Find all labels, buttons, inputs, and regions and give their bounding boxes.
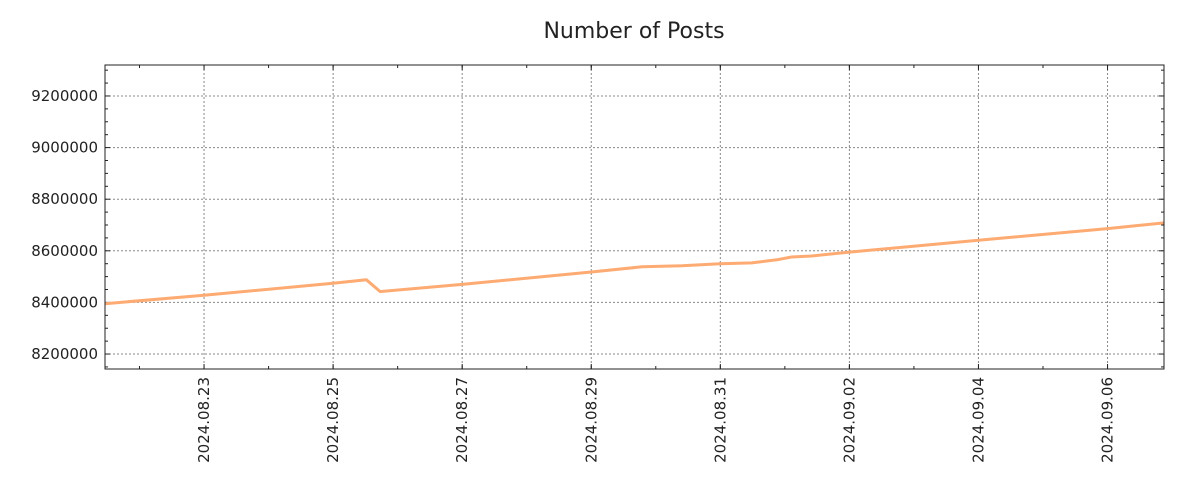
chart-title: Number of Posts	[543, 19, 724, 44]
grid	[105, 65, 1164, 369]
x-tick-label: 2024.09.02	[840, 377, 858, 463]
y-tick-label: 8600000	[31, 242, 98, 260]
y-tick-label: 9000000	[31, 139, 98, 157]
x-tick-label: 2024.08.23	[195, 377, 213, 463]
series-line	[105, 223, 1164, 304]
x-tick-label: 2024.08.25	[324, 377, 342, 463]
y-tick-label: 8200000	[31, 345, 98, 363]
y-tick-label: 8400000	[31, 293, 98, 311]
x-tick-label: 2024.08.27	[453, 377, 471, 463]
y-tick-label: 8800000	[31, 190, 98, 208]
series-layer	[105, 223, 1164, 304]
axis-ticks: 8200000 8400000 8600000 8800000 9000000 92000…	[31, 65, 1164, 463]
y-tick-label: 9200000	[31, 87, 98, 105]
plot-frame	[105, 65, 1164, 369]
x-tick-label: 2024.08.31	[711, 377, 729, 463]
x-tick-label: 2024.09.06	[1099, 377, 1117, 463]
x-tick-label: 2024.09.04	[969, 377, 987, 463]
x-tick-label: 2024.08.29	[582, 377, 600, 463]
